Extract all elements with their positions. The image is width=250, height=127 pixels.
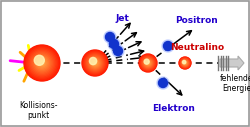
- FancyBboxPatch shape: [1, 1, 249, 126]
- Circle shape: [94, 62, 96, 64]
- Circle shape: [146, 61, 150, 65]
- Circle shape: [141, 56, 155, 70]
- Text: Kollisions-
punkt: Kollisions- punkt: [19, 101, 57, 120]
- Circle shape: [139, 54, 157, 72]
- Circle shape: [26, 48, 58, 78]
- Circle shape: [140, 55, 156, 71]
- Circle shape: [181, 59, 189, 67]
- Circle shape: [183, 61, 187, 65]
- Circle shape: [181, 59, 189, 67]
- Circle shape: [91, 59, 99, 67]
- Circle shape: [180, 58, 190, 68]
- Circle shape: [162, 40, 174, 52]
- Circle shape: [32, 53, 52, 73]
- Circle shape: [37, 58, 47, 68]
- Circle shape: [108, 38, 120, 50]
- Circle shape: [143, 58, 153, 68]
- Circle shape: [147, 62, 149, 64]
- Circle shape: [157, 77, 169, 89]
- Circle shape: [114, 46, 122, 55]
- Circle shape: [182, 60, 188, 66]
- Circle shape: [164, 42, 172, 51]
- FancyArrow shape: [220, 56, 244, 70]
- Circle shape: [145, 60, 151, 66]
- Circle shape: [112, 45, 124, 57]
- Circle shape: [38, 59, 46, 67]
- Circle shape: [180, 57, 190, 69]
- Circle shape: [183, 61, 187, 65]
- Circle shape: [146, 60, 150, 66]
- Circle shape: [184, 62, 186, 64]
- Circle shape: [24, 45, 60, 81]
- Circle shape: [182, 60, 186, 64]
- Text: Positron: Positron: [174, 16, 218, 25]
- Circle shape: [29, 50, 55, 76]
- Text: Elektron: Elektron: [152, 104, 196, 113]
- Circle shape: [182, 60, 188, 66]
- Circle shape: [180, 58, 190, 68]
- Circle shape: [41, 62, 43, 64]
- Circle shape: [184, 62, 186, 64]
- Circle shape: [179, 57, 191, 69]
- Circle shape: [36, 57, 49, 69]
- Circle shape: [90, 57, 101, 69]
- Circle shape: [142, 57, 154, 69]
- Circle shape: [87, 55, 103, 71]
- Text: Jet: Jet: [115, 14, 129, 23]
- Circle shape: [110, 39, 118, 49]
- Text: fehlende
Energie: fehlende Energie: [220, 74, 250, 93]
- Circle shape: [106, 33, 114, 42]
- Circle shape: [34, 55, 44, 65]
- Circle shape: [182, 60, 188, 66]
- Circle shape: [104, 31, 116, 43]
- Circle shape: [92, 60, 98, 66]
- Circle shape: [144, 59, 152, 67]
- Circle shape: [33, 54, 51, 72]
- Circle shape: [140, 55, 156, 71]
- Circle shape: [82, 50, 108, 76]
- Text: Neutralino: Neutralino: [170, 43, 224, 52]
- Circle shape: [144, 59, 152, 67]
- Circle shape: [34, 55, 50, 71]
- Circle shape: [93, 61, 97, 65]
- Circle shape: [86, 54, 104, 72]
- Circle shape: [40, 60, 44, 66]
- Circle shape: [147, 62, 149, 64]
- Circle shape: [158, 78, 168, 88]
- Circle shape: [142, 57, 154, 69]
- Circle shape: [83, 51, 107, 75]
- Circle shape: [84, 52, 106, 74]
- Circle shape: [90, 57, 97, 65]
- Circle shape: [88, 57, 102, 69]
- Circle shape: [88, 56, 102, 70]
- Circle shape: [144, 59, 149, 64]
- Circle shape: [90, 58, 100, 68]
- Circle shape: [28, 49, 56, 77]
- Circle shape: [85, 53, 105, 73]
- Circle shape: [30, 51, 54, 75]
- Circle shape: [25, 46, 59, 80]
